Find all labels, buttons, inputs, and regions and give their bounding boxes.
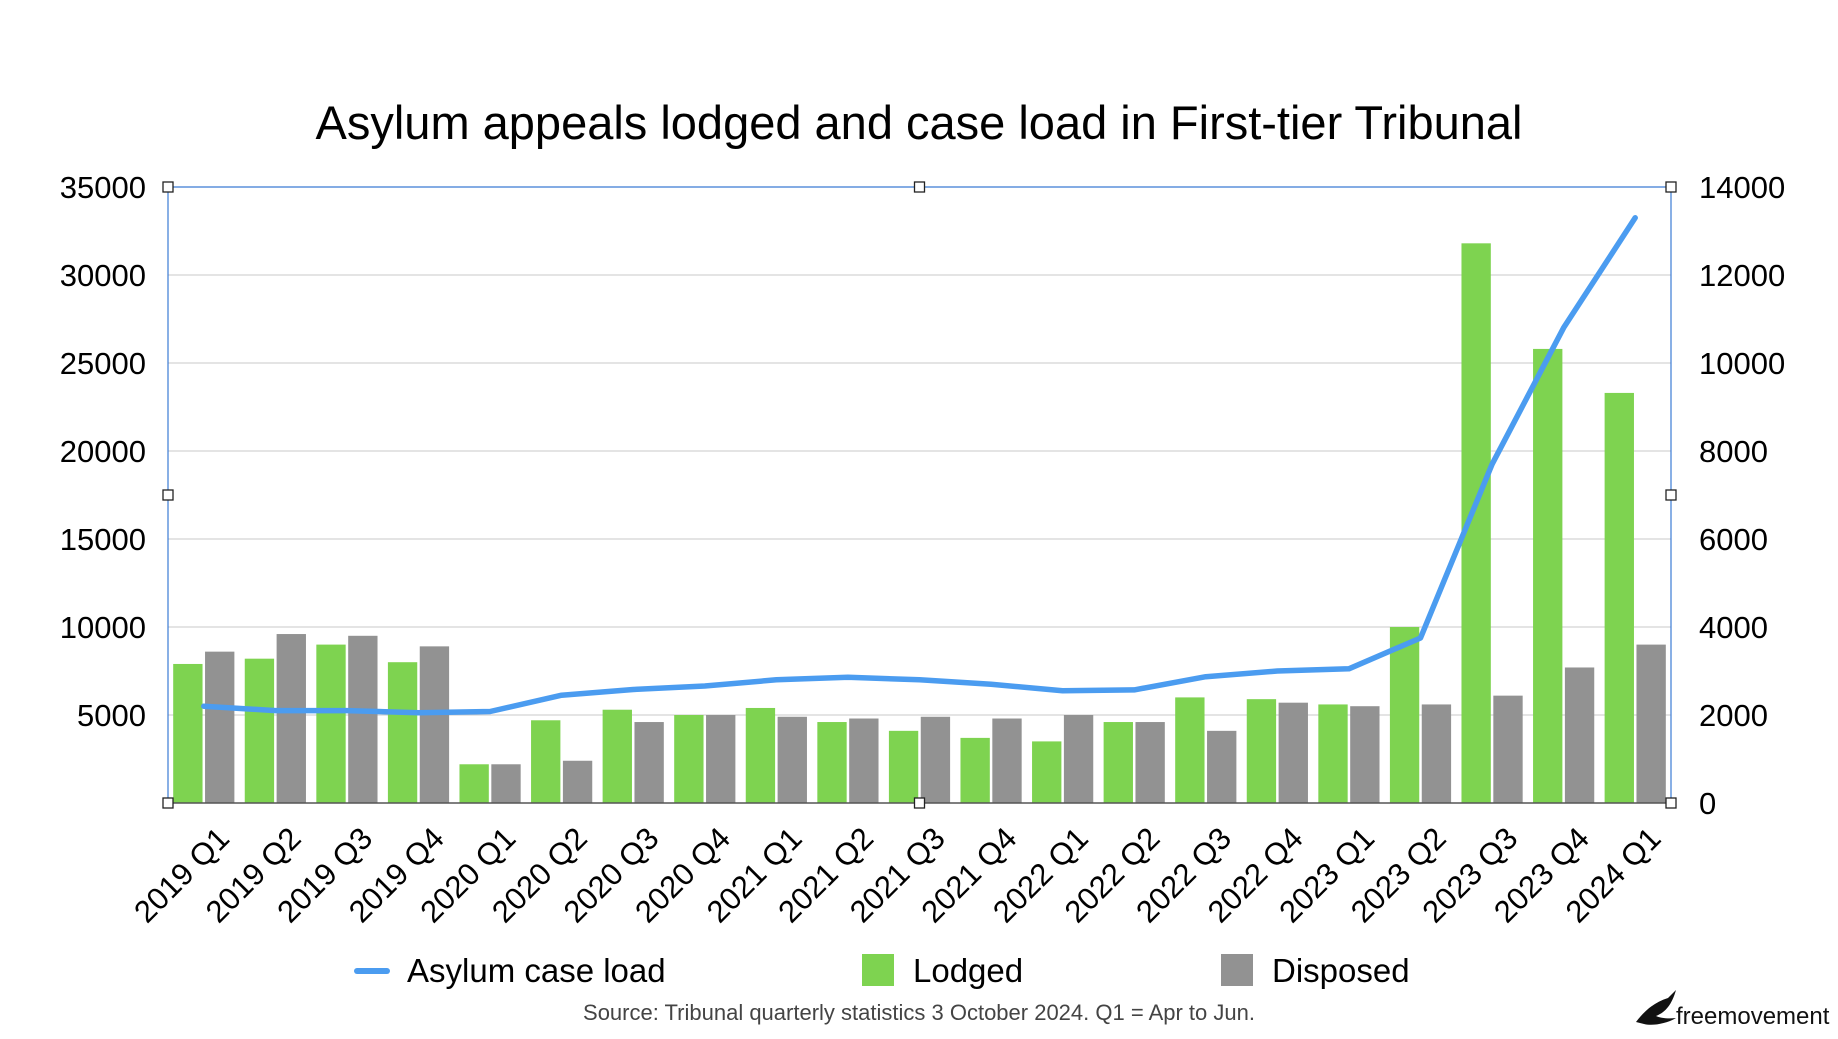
logo-text: freemovement: [1676, 1003, 1830, 1030]
bar-disposed: [777, 716, 807, 803]
bar-disposed: [205, 651, 235, 803]
right-tick-label: 4000: [1699, 610, 1768, 645]
left-tick-label: 10000: [60, 610, 146, 645]
right-tick-label: 0: [1699, 786, 1716, 821]
right-tick-label: 14000: [1699, 170, 1785, 205]
bar-lodged: [531, 720, 561, 803]
bar-disposed: [1421, 704, 1452, 803]
right-tick-label: 6000: [1699, 522, 1768, 557]
bar-disposed: [634, 722, 664, 803]
bar-disposed: [849, 718, 879, 803]
bar-lodged: [1318, 704, 1348, 803]
bar-lodged: [960, 737, 990, 803]
bar-disposed: [1135, 722, 1165, 803]
gridlines: [168, 186, 1671, 716]
left-tick-label: 5000: [77, 698, 146, 733]
bar-lodged: [745, 707, 776, 803]
bar-lodged: [1604, 392, 1634, 803]
right-tick-label: 2000: [1699, 698, 1768, 733]
legend-swatch-lodged: [862, 954, 894, 986]
chart-title: Asylum appeals lodged and case load in F…: [316, 96, 1523, 149]
right-tick-label: 8000: [1699, 434, 1768, 469]
plot-frame: [162, 181, 1677, 809]
bar-disposed: [1493, 695, 1523, 803]
left-tick-label: 20000: [60, 434, 146, 469]
bar-disposed: [1278, 702, 1308, 803]
legend-label-caseload: Asylum case load: [407, 952, 666, 989]
legend-swatch-disposed: [1221, 954, 1253, 986]
disposed-bars: [205, 634, 1666, 803]
bar-lodged: [1175, 697, 1205, 803]
bird-icon: [1636, 990, 1676, 1025]
legend-label-lodged: Lodged: [913, 952, 1023, 989]
left-axis-ticks: 35000 30000 25000 20000 15000 10000 5000: [60, 170, 146, 733]
selection-handle[interactable]: [913, 797, 926, 809]
bar-disposed: [920, 716, 951, 803]
bar-disposed: [992, 718, 1022, 803]
bar-disposed: [1564, 667, 1595, 803]
bar-lodged: [1389, 627, 1420, 803]
left-tick-label: 30000: [60, 258, 146, 293]
bar-disposed: [276, 634, 306, 803]
bar-lodged: [316, 644, 346, 803]
bar-disposed: [348, 635, 378, 803]
bar-lodged: [888, 730, 919, 803]
bar-lodged: [602, 709, 632, 803]
bar-disposed: [491, 764, 521, 803]
bar-lodged: [387, 662, 418, 803]
legend: Asylum case load Lodged Disposed: [354, 952, 1410, 989]
selection-handle[interactable]: [1665, 797, 1677, 809]
selection-handle[interactable]: [162, 489, 174, 501]
bar-disposed: [1636, 644, 1666, 803]
left-tick-label: 15000: [60, 522, 146, 557]
selection-handle[interactable]: [1665, 181, 1677, 193]
bar-lodged: [674, 715, 704, 803]
source-note: Source: Tribunal quarterly statistics 3 …: [583, 1000, 1255, 1025]
left-tick-label: 35000: [60, 170, 146, 205]
caseload-line-layer: [201, 215, 1638, 716]
right-tick-label: 10000: [1699, 346, 1785, 381]
legend-label-disposed: Disposed: [1272, 952, 1410, 989]
caseload-line: [201, 215, 1638, 716]
bar-lodged: [244, 658, 275, 803]
bar-lodged: [1533, 348, 1563, 803]
freemovement-logo: freemovement: [1636, 990, 1830, 1030]
bar-disposed: [419, 646, 450, 803]
right-axis-ticks: 14000 12000 10000 8000 6000 4000 2000 0: [1699, 170, 1785, 821]
right-tick-label: 12000: [1699, 258, 1785, 293]
bar-disposed: [1207, 730, 1237, 803]
bar-lodged: [817, 722, 847, 803]
bar-lodged: [1032, 741, 1062, 803]
bar-disposed: [706, 715, 736, 803]
lodged-bars: [173, 243, 1634, 803]
selection-handle[interactable]: [913, 181, 926, 193]
selection-handle[interactable]: [1665, 489, 1677, 501]
bar-lodged: [459, 764, 489, 803]
bar-disposed: [1063, 715, 1094, 803]
selection-handle[interactable]: [162, 797, 174, 809]
bar-lodged: [1103, 722, 1133, 803]
bar-lodged: [173, 663, 203, 803]
left-tick-label: 25000: [60, 346, 146, 381]
bar-disposed: [1350, 706, 1380, 803]
bar-lodged: [1246, 699, 1277, 803]
bar-disposed: [562, 760, 593, 803]
selection-handle[interactable]: [162, 181, 174, 193]
